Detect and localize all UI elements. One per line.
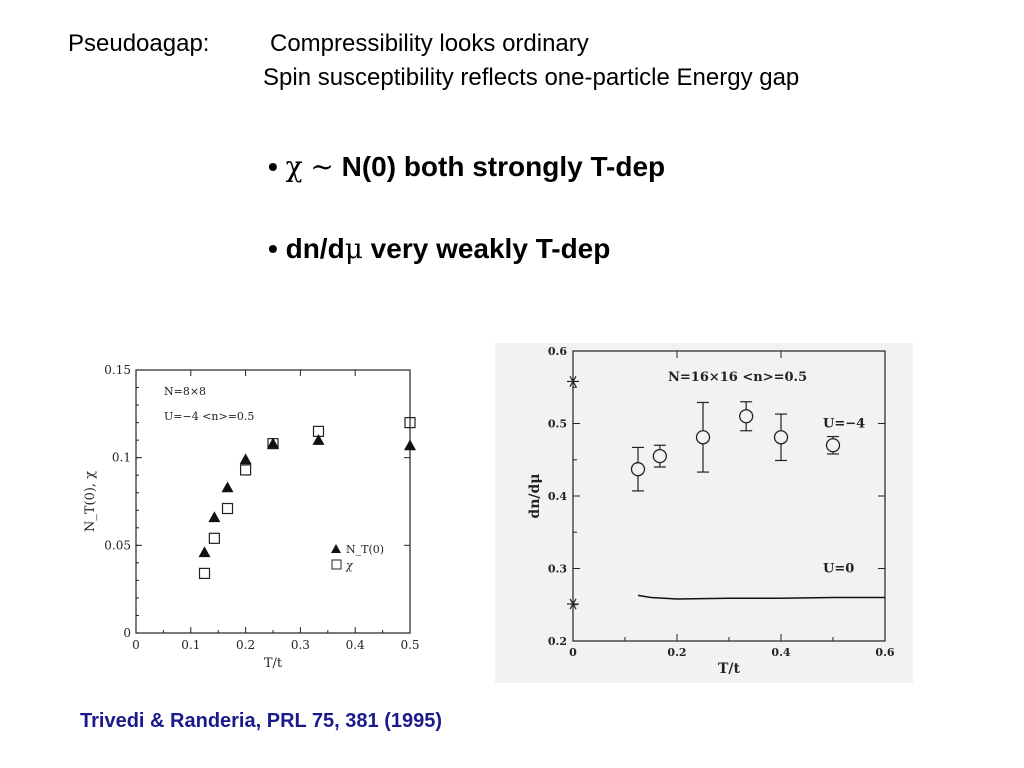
figure-dndmu-chart: 0 0.2 0.4 0.60.20.30.40.50.6T/tdn/dμN=16×16… — [495, 343, 913, 683]
legend-nt0-label: N_T(0) — [346, 543, 384, 556]
header-line2: Spin susceptibility reflects one-particl… — [263, 64, 800, 91]
chi-square-marker — [240, 464, 252, 476]
x-tick-label: 0.6 — [875, 646, 894, 659]
legend-chi-label: χ — [345, 559, 354, 572]
x-tick-label: 0.2 — [667, 646, 686, 659]
x-tick-label: 0.4 — [346, 638, 365, 652]
figure-nt0-chi-chart: 0 0.1 0.2 0.3 0.4 0.5 0 0.05 0.1 0.15 T/t N_T(0), χ… — [83, 363, 420, 671]
bullet-text: very weakly T-dep — [370, 233, 611, 264]
chi-symbol: χ — [285, 150, 303, 183]
asterisk-marker — [567, 598, 579, 610]
mu-symbol: μ — [344, 232, 363, 265]
bullet-chi: • χ ~ N(0) both strongly T-dep — [268, 150, 665, 184]
x-tick-label: 0.4 — [771, 646, 790, 659]
dndmu-circle-marker — [825, 438, 841, 453]
chi-square-marker — [208, 532, 220, 544]
y-axis-label: dn/dμ — [527, 473, 543, 518]
header-line1: Compressibility looks ordinary — [270, 30, 589, 57]
chi-square-marker — [404, 416, 416, 429]
dndmu-circle-marker — [773, 430, 789, 445]
y-axis-label: N_T(0), χ — [83, 471, 98, 532]
y-tick-label: 0 — [123, 626, 131, 640]
x-tick-label: 0 — [569, 646, 577, 659]
bullet-dot: • — [268, 233, 278, 264]
asterisk-stroke — [569, 598, 577, 610]
u0-curve — [637, 594, 885, 600]
legend-nt0-marker — [331, 544, 341, 553]
legend-chi-marker — [331, 559, 342, 570]
y-tick-label: 0.3 — [548, 563, 567, 576]
y-tick-label: 0.1 — [112, 451, 131, 465]
bullet-dndmu: • dn/dμ very weakly T-dep — [268, 232, 610, 266]
x-tick-label: 0 — [132, 638, 140, 652]
nt0-triangle-marker — [239, 453, 252, 465]
dndmu-circle-marker — [695, 430, 711, 445]
x-tick-label: 0.1 — [181, 638, 200, 652]
chi-square-marker — [221, 502, 234, 515]
dndmu-circle-marker — [630, 462, 646, 477]
citation: Trivedi & Randeria, PRL 75, 381 (1995) — [80, 710, 443, 732]
x-tick-label: 0.5 — [400, 638, 419, 652]
x-tick-label: 0.2 — [236, 638, 255, 652]
annotation-u-0: U=0 — [823, 562, 854, 577]
dndmu-circle-marker — [652, 448, 667, 464]
y-tick-label: 0.6 — [548, 345, 567, 358]
header-label: Pseudoagap: — [68, 30, 210, 57]
y-tick-label: 0.5 — [548, 418, 567, 431]
tilde-symbol: ~ — [310, 150, 334, 183]
x-axis-label: T/t — [264, 656, 283, 671]
x-axis-label: T/t — [718, 661, 741, 677]
annotation-params: U=−4 <n>=0.5 — [164, 410, 254, 423]
asterisk-marker — [567, 375, 579, 387]
nt0-triangle-marker — [312, 434, 325, 445]
y-tick-label: 0.05 — [104, 538, 131, 552]
nt0-triangle-marker — [198, 546, 211, 558]
nt0-triangle-marker — [221, 481, 234, 493]
annotation-u-neg4: U=−4 — [823, 417, 865, 432]
y-tick-label: 0.2 — [548, 635, 567, 648]
bullet-dot: • — [268, 151, 278, 182]
asterisk-stroke — [569, 375, 577, 387]
bullet-dn-prefix: dn/d — [285, 233, 345, 264]
y-tick-label: 0.15 — [104, 363, 131, 377]
chi-square-marker — [198, 567, 211, 579]
nt0-triangle-marker — [208, 511, 221, 523]
annotation-lattice: N=16×16 <n>=0.5 — [668, 370, 807, 385]
bullet-text: N(0) both strongly T-dep — [341, 151, 666, 182]
dndmu-circle-marker — [739, 409, 754, 424]
annotation-lattice: N=8×8 — [164, 385, 206, 398]
nt0-triangle-marker — [267, 437, 279, 449]
x-tick-label: 0.3 — [291, 638, 310, 652]
y-tick-label: 0.4 — [548, 490, 567, 503]
nt0-triangle-marker — [404, 439, 416, 451]
